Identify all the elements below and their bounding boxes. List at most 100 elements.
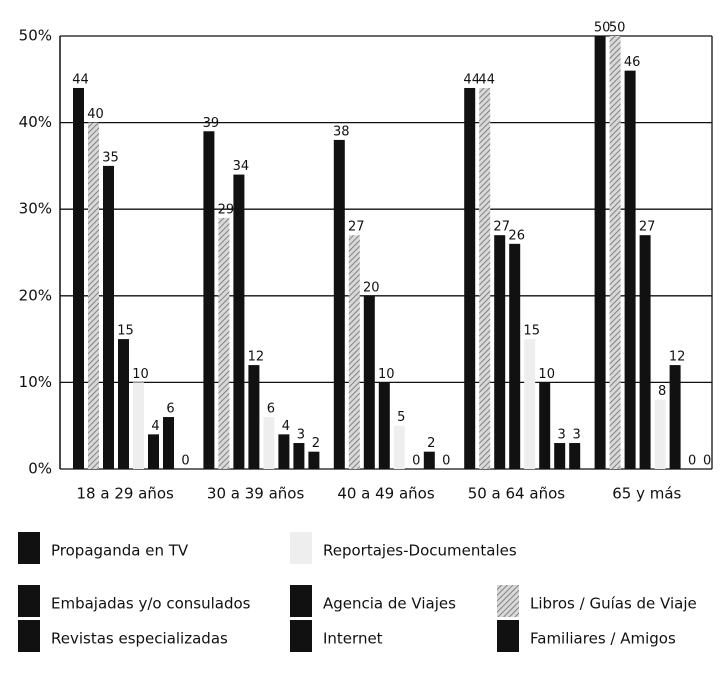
bar	[203, 131, 215, 469]
bar	[669, 365, 681, 469]
value-label: 3	[297, 428, 305, 443]
value-label: 0	[181, 454, 189, 469]
value-label: 0	[442, 454, 450, 469]
bar	[218, 217, 230, 469]
legend-label: Libros / Guías de Viaje	[530, 595, 697, 613]
value-label: 27	[493, 220, 510, 235]
bar	[73, 87, 84, 470]
bar	[363, 295, 375, 469]
value-label: 20	[363, 280, 380, 295]
legend-swatch	[290, 620, 312, 652]
value-label: 44	[463, 72, 480, 87]
bar	[464, 87, 476, 470]
bar	[278, 434, 290, 469]
bar	[609, 36, 621, 469]
value-label: 27	[348, 220, 365, 235]
bar	[103, 165, 114, 469]
value-label: 6	[267, 402, 275, 417]
bar	[639, 235, 651, 469]
bar	[654, 399, 666, 469]
value-label: 12	[669, 350, 686, 365]
bar	[308, 451, 320, 469]
y-tick-label: 20%	[19, 286, 52, 304]
bar	[233, 174, 245, 469]
bar	[263, 417, 275, 469]
legend-label: Reportajes-Documentales	[323, 542, 517, 560]
bar	[479, 87, 491, 470]
bar	[594, 36, 606, 469]
value-label: 15	[523, 324, 540, 339]
value-label: 10	[378, 367, 395, 382]
value-label: 10	[538, 367, 555, 382]
legend-label: Propaganda en TV	[51, 542, 189, 560]
bar	[163, 417, 174, 469]
value-label: 8	[658, 384, 666, 399]
value-label: 38	[333, 124, 350, 139]
legend-swatch	[18, 585, 40, 617]
y-tick-label: 50%	[19, 27, 52, 45]
value-label: 0	[688, 454, 696, 469]
value-label: 3	[573, 428, 581, 443]
value-label: 4	[151, 419, 159, 434]
bar	[624, 70, 636, 469]
value-label: 0	[412, 454, 420, 469]
value-label: 12	[248, 350, 265, 365]
value-label: 2	[427, 436, 435, 451]
bar	[569, 443, 581, 469]
x-tick-label: 50 a 64 años	[468, 485, 566, 503]
value-label: 0	[703, 454, 711, 469]
value-label: 44	[478, 72, 495, 87]
x-tick-label: 40 a 49 años	[337, 485, 435, 503]
bar	[539, 382, 551, 469]
bar	[88, 122, 99, 469]
legend-swatch	[18, 532, 40, 564]
y-tick-label: 10%	[19, 373, 52, 391]
bar	[524, 339, 536, 469]
x-tick-label: 30 a 39 años	[207, 485, 305, 503]
value-label: 15	[117, 324, 134, 339]
legend-swatch	[497, 585, 519, 617]
x-tick-label: 18 a 29 años	[77, 485, 175, 503]
bar	[509, 243, 521, 469]
bar	[393, 425, 405, 469]
value-label: 26	[508, 228, 525, 243]
legend-swatch	[290, 532, 312, 564]
legend-swatch	[18, 620, 40, 652]
value-label: 50	[609, 21, 626, 36]
y-tick-label: 40%	[19, 113, 52, 131]
value-label: 5	[397, 410, 405, 425]
legend-label: Agencia de Viajes	[323, 595, 456, 613]
value-label: 4	[282, 419, 290, 434]
value-label: 6	[166, 402, 174, 417]
bar	[378, 382, 390, 469]
value-label: 50	[594, 21, 611, 36]
bar	[348, 235, 360, 469]
value-label: 3	[558, 428, 566, 443]
bar	[148, 434, 159, 469]
bar	[554, 443, 566, 469]
bar	[423, 451, 435, 469]
value-label: 34	[233, 159, 250, 174]
legend-label: Embajadas y/o consulados	[51, 595, 251, 613]
bar	[248, 365, 260, 469]
value-label: 29	[218, 202, 235, 217]
bar	[333, 139, 345, 470]
bar	[494, 235, 506, 469]
y-tick-label: 0%	[28, 460, 52, 478]
legend-swatch	[497, 620, 519, 652]
value-label: 27	[639, 220, 656, 235]
value-label: 46	[624, 55, 641, 70]
y-tick-label: 30%	[19, 200, 52, 218]
value-label: 35	[102, 150, 119, 165]
value-label: 40	[87, 107, 104, 122]
legend-label: Revistas especializadas	[51, 630, 228, 648]
value-label: 2	[312, 436, 320, 451]
bar	[118, 339, 129, 469]
value-label: 10	[132, 367, 149, 382]
value-label: 44	[72, 72, 89, 87]
value-label: 39	[203, 116, 220, 131]
legend-swatch	[290, 585, 312, 617]
bar	[133, 382, 144, 469]
legend-label: Internet	[323, 630, 383, 648]
